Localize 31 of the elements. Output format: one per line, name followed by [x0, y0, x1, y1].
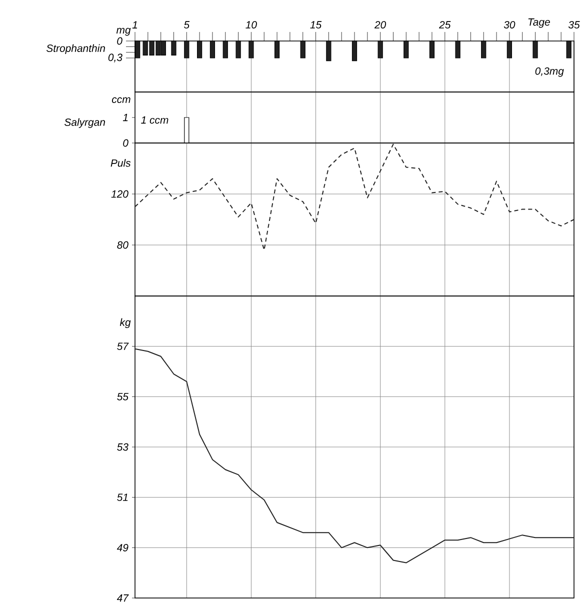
y-axis-title: Puls	[110, 159, 131, 167]
chart-title: Strophanthin	[46, 44, 105, 54]
x-axis-title: Tage	[528, 18, 550, 28]
y-tick-label: 53	[117, 443, 128, 451]
x-tick-label: 1	[132, 21, 138, 28]
annotation: 0,3mg	[535, 67, 564, 77]
x-tick-label: 5	[184, 21, 190, 28]
y-tick-label: 49	[116, 544, 128, 552]
y-tick-label: 1	[122, 114, 128, 122]
x-tick-label: 10	[246, 21, 257, 28]
annotation: 1 ccm	[141, 116, 168, 124]
y-tick-label: 57	[117, 342, 129, 350]
y-tick-label: 55	[117, 393, 129, 400]
x-tick-label: 30	[504, 21, 516, 28]
x-tick-label: 25	[439, 21, 451, 28]
y-axis-title: kg	[120, 318, 131, 328]
y-axis-title: ccm	[112, 97, 130, 104]
x-tick-label: 35	[568, 21, 580, 28]
x-tick-label: 15	[310, 21, 322, 28]
y-tick-label: 51	[117, 494, 128, 501]
line-series	[134, 348, 575, 564]
y-axis-title: mg	[116, 28, 131, 36]
text: Salyrgan	[64, 118, 105, 128]
line-series	[134, 144, 575, 251]
y-tick-label: 47	[116, 594, 129, 602]
y-tick-label: 80	[117, 241, 128, 249]
x-tick-label: 20	[374, 21, 386, 28]
y-tick-label: 0,3	[108, 54, 122, 62]
y-tick-label: 0	[123, 139, 128, 147]
y-tick-label: 120	[111, 190, 128, 198]
y-tick-label: 0	[117, 37, 122, 45]
